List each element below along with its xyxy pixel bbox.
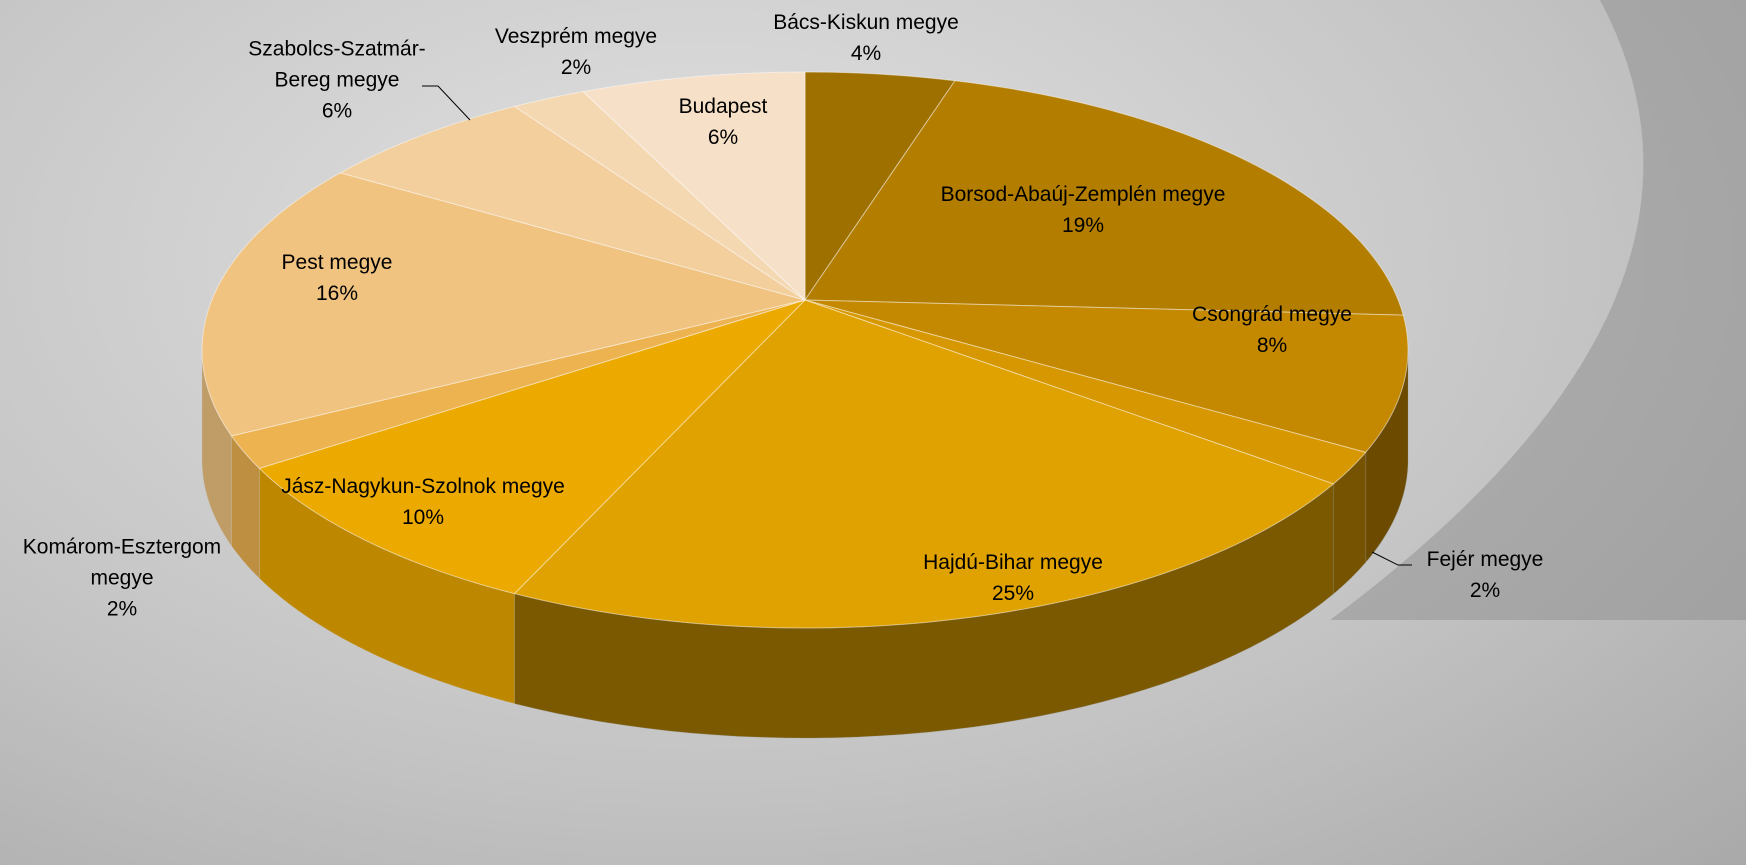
data-label: Szabolcs-Szatmár-Bereg megye 6% (242, 34, 432, 127)
pie-side (201, 349, 233, 548)
data-label: Pest megye 16% (282, 247, 393, 309)
category-label: Bács-Kiskun megye (773, 11, 959, 34)
pie-tops (201, 71, 1409, 629)
value-label: 19% (1061, 214, 1105, 237)
leader-lines (422, 85, 1412, 566)
data-label: Hajdú-Bihar megye 25% (923, 547, 1103, 609)
pie-slice (804, 299, 1367, 485)
value-label: 16% (315, 282, 359, 305)
data-label: Bács-Kiskun megye 4% (773, 7, 959, 69)
category-label: Borsod-Abaúj-Zemplén megye (940, 183, 1226, 206)
data-label: Komárom-Esztergom megye 2% (12, 532, 232, 625)
pie-slice (581, 71, 806, 302)
value-label: 25% (991, 582, 1035, 605)
value-label: 2% (1469, 579, 1501, 602)
pie-slice (513, 90, 806, 301)
category-label: Pest megye (281, 251, 393, 274)
background-arc (1330, 0, 1746, 620)
pie-slice (258, 299, 806, 595)
pie-slice (339, 105, 806, 301)
value-label: 6% (707, 126, 739, 149)
category-label: Szabolcs-Szatmár-Bereg megye (248, 37, 426, 92)
value-label: 6% (321, 99, 353, 123)
value-label: 4% (850, 42, 882, 65)
pie-sides (201, 349, 1409, 739)
data-label: Budapest 6% (679, 91, 768, 153)
data-label: Fejér megye 2% (1427, 544, 1544, 606)
pie-slice (804, 299, 1409, 453)
data-label: Borsod-Abaúj-Zemplén megye 19% (933, 179, 1233, 241)
pie-slice (513, 299, 1335, 629)
category-label: Jász-Nagykun-Szolnok megye (281, 475, 565, 498)
data-label: Csongrád megye 8% (1192, 299, 1352, 361)
category-label: Komárom-Esztergom megye (22, 535, 222, 590)
pie-slice (201, 172, 806, 437)
category-label: Hajdú-Bihar megye (923, 551, 1103, 574)
pie-slice (230, 299, 806, 469)
data-label: Jász-Nagykun-Szolnok megye 10% (278, 471, 568, 533)
value-label: 10% (401, 506, 445, 529)
category-label: Budapest (678, 95, 768, 118)
category-label: Veszprém megye (494, 25, 658, 48)
data-label: Veszprém megye 2% (495, 21, 657, 83)
leader-line (422, 85, 471, 121)
value-label: 2% (560, 56, 592, 79)
pie-slice (804, 71, 956, 302)
value-label: 8% (1256, 334, 1288, 357)
value-label: 2% (106, 597, 138, 621)
pie-slice (804, 80, 1404, 316)
leader-line (1371, 551, 1412, 566)
category-label: Csongrád megye (1192, 303, 1352, 326)
category-label: Fejér megye (1426, 548, 1544, 571)
